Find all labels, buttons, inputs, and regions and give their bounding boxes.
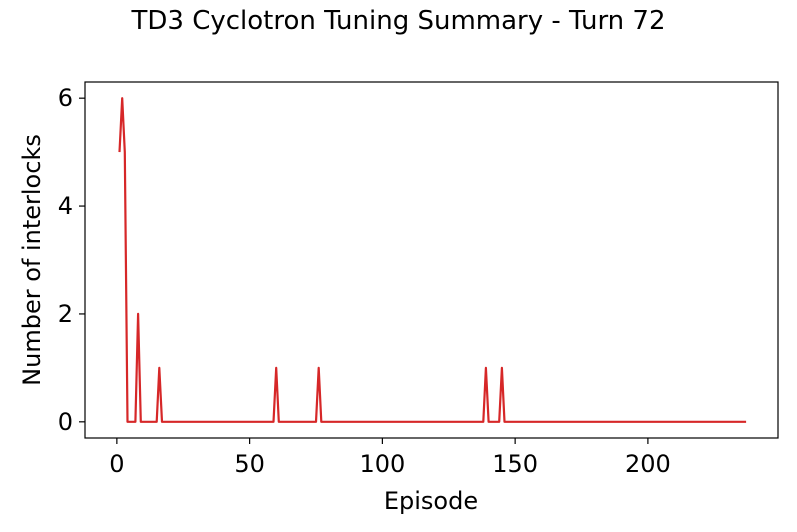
y-tick-label: 4 [58,192,73,220]
x-tick-label: 200 [625,450,671,478]
x-tick-label: 50 [234,450,265,478]
plot-area-frame [84,81,779,439]
x-tick-label: 0 [109,450,124,478]
x-tick-label: 100 [359,450,405,478]
chart-title: TD3 Cyclotron Tuning Summary - Turn 72 [131,6,666,36]
x-tick-label: 150 [492,450,538,478]
y-tick-label: 0 [58,408,73,436]
y-tick-label: 6 [58,84,73,112]
y-tick-label: 2 [58,300,73,328]
series-line-0 [118,97,747,423]
y-axis-label: Number of interlocks [18,134,46,386]
x-axis-label: Episode [384,487,478,515]
